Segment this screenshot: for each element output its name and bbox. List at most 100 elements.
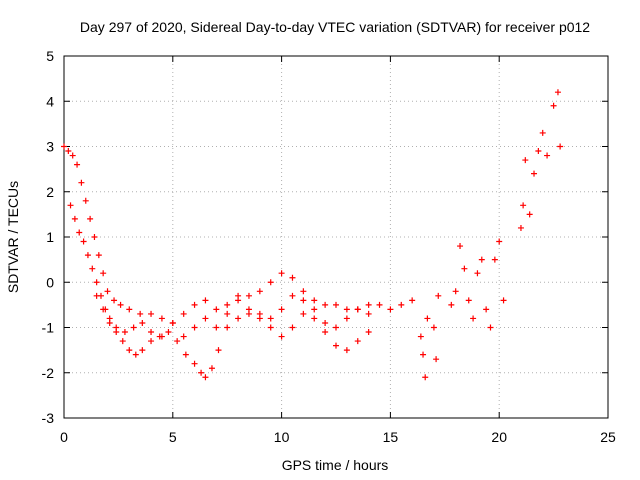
data-point (554, 89, 561, 96)
data-point (300, 310, 307, 317)
data-point (398, 301, 405, 308)
axis-ticks: 0 5 10 15 20 25 -3 -2 -1 0 1 2 3 4 5 (42, 48, 616, 445)
data-point (557, 143, 564, 150)
data-point (465, 297, 472, 304)
data-point (169, 319, 176, 326)
data-point (491, 256, 498, 263)
data-point (126, 347, 133, 354)
data-point (235, 297, 242, 304)
data-point (539, 129, 546, 136)
data-point (100, 306, 107, 313)
y-tick-label: 2 (46, 184, 54, 200)
data-point (433, 356, 440, 363)
data-point (435, 292, 442, 299)
data-point (300, 297, 307, 304)
data-point (139, 319, 146, 326)
data-point (104, 288, 111, 295)
data-point (343, 347, 350, 354)
data-point (89, 265, 96, 272)
data-point (182, 351, 189, 358)
data-point (267, 315, 274, 322)
data-point (343, 315, 350, 322)
x-tick-label: 25 (600, 429, 616, 445)
y-tick-label: -1 (42, 320, 55, 336)
data-point (74, 161, 81, 168)
data-point (84, 252, 91, 259)
data-point (202, 315, 209, 322)
data-point (224, 310, 231, 317)
data-point (517, 224, 524, 231)
data-point (387, 306, 394, 313)
data-point (422, 374, 429, 381)
data-point (333, 324, 339, 331)
data-point (137, 310, 144, 317)
data-point (208, 365, 215, 372)
data-point (424, 315, 431, 322)
series-group (417, 89, 564, 381)
y-tick-label: 0 (46, 274, 54, 290)
data-point (126, 306, 133, 313)
data-point (322, 301, 329, 308)
data-point (76, 229, 83, 236)
x-tick-label: 5 (169, 429, 177, 445)
data-point (121, 329, 128, 336)
data-point (354, 306, 361, 313)
data-points (61, 89, 564, 381)
data-point (213, 306, 220, 313)
data-point (65, 148, 72, 155)
data-point (365, 301, 372, 308)
data-point (198, 369, 205, 376)
data-point (365, 310, 372, 317)
x-tick-label: 20 (491, 429, 507, 445)
data-point (461, 265, 468, 272)
data-point (278, 306, 285, 313)
data-point (478, 256, 485, 263)
data-point (87, 215, 94, 222)
data-point (267, 324, 274, 331)
data-point (61, 143, 67, 150)
data-point (111, 297, 118, 304)
y-tick-label: 1 (46, 229, 54, 245)
y-tick-label: 3 (46, 139, 54, 155)
data-point (420, 351, 427, 358)
data-point (139, 347, 146, 354)
data-point (289, 324, 296, 331)
data-point (448, 301, 455, 308)
data-point (343, 306, 350, 313)
y-tick-label: 5 (46, 48, 54, 64)
data-point (256, 288, 263, 295)
data-point (278, 270, 285, 277)
data-point (191, 301, 198, 308)
data-point (522, 157, 529, 164)
data-point (148, 329, 155, 336)
y-axis-label: SDTVAR / TECUs (5, 181, 21, 293)
data-point (365, 329, 372, 336)
y-tick-label: 4 (46, 93, 54, 109)
data-point (235, 315, 242, 322)
data-point (311, 297, 318, 304)
data-point (470, 315, 477, 322)
data-point (333, 342, 339, 349)
series-group (93, 292, 372, 381)
data-point (550, 102, 557, 109)
data-point (202, 297, 209, 304)
series-group (67, 202, 372, 340)
data-point (93, 279, 100, 286)
data-point (457, 243, 464, 250)
data-point (119, 338, 126, 345)
data-point (500, 297, 507, 304)
data-point (487, 324, 494, 331)
data-point (256, 315, 263, 322)
x-axis-label: GPS time / hours (282, 457, 389, 473)
data-point (544, 152, 551, 159)
data-point (376, 301, 383, 308)
data-point (156, 333, 163, 340)
data-point (80, 238, 87, 245)
data-point (267, 279, 274, 286)
x-tick-label: 10 (274, 429, 290, 445)
data-point (322, 319, 329, 326)
data-point (113, 329, 120, 336)
data-point (93, 292, 100, 299)
data-point (106, 319, 113, 326)
